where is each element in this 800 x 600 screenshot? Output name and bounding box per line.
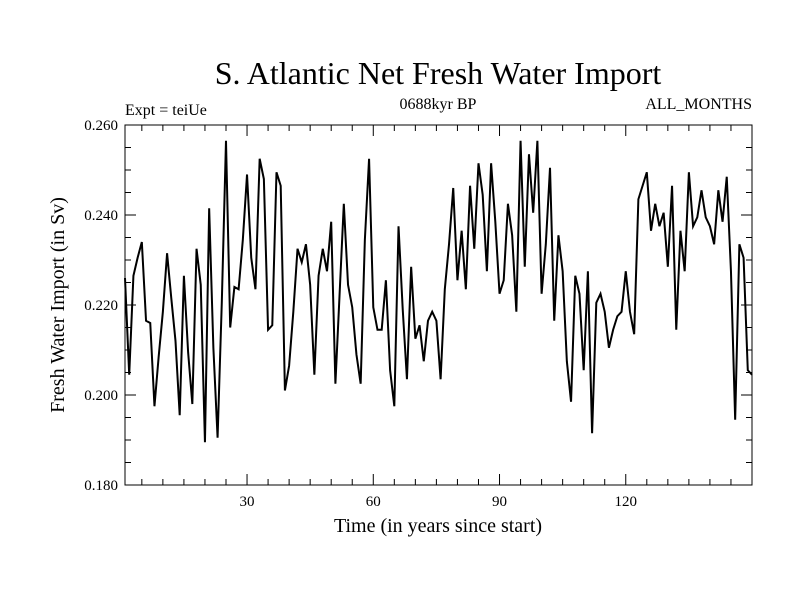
y-axis-label: Fresh Water Import (in Sv) — [47, 197, 69, 413]
chart-title: S. Atlantic Net Fresh Water Import — [215, 55, 662, 91]
y-tick-label: 0.240 — [84, 208, 118, 224]
x-tick-label: 60 — [366, 494, 381, 510]
chart-subtitle-center: 0688kyr BP — [400, 96, 477, 113]
y-tick-label: 0.180 — [84, 478, 118, 494]
x-tick-label: 120 — [615, 494, 638, 510]
axis-tick-labels: 30 60 90 120 0.180 0.200 0.220 0.240 0.260 — [84, 118, 637, 510]
x-tick-label: 30 — [240, 494, 255, 510]
chart-subtitle-right: ALL_MONTHS — [645, 96, 752, 113]
series-line — [124, 140, 753, 443]
x-tick-label: 90 — [492, 494, 507, 510]
y-tick-label: 0.260 — [84, 118, 118, 134]
y-tick-label: 0.220 — [84, 298, 118, 314]
x-axis-label: Time (in years since start) — [334, 515, 542, 537]
axis-ticks — [125, 125, 752, 485]
y-tick-label: 0.200 — [84, 388, 118, 404]
plot-frame — [124, 124, 753, 486]
chart-subtitle-left: Expt = teiUe — [125, 102, 207, 119]
